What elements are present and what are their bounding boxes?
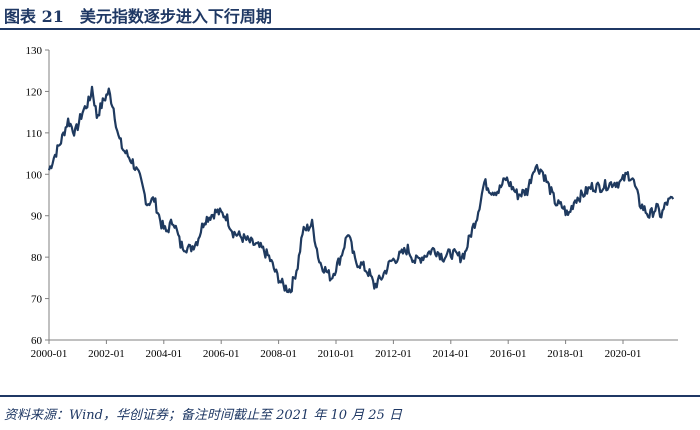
figure-title: 图表 21 美元指数逐步进入下行周期	[4, 7, 272, 26]
y-axis: 60 70 80 90 100 110 120 130	[26, 45, 50, 347]
y-tick-label: 110	[26, 128, 43, 140]
x-tick-label: 2002-01	[88, 348, 125, 360]
source-note: 资料来源：Wind，华创证券；备注时间截止至 2021 年 10 月 25 日	[4, 408, 402, 423]
x-tick-label: 2008-01	[260, 348, 297, 360]
x-tick-label: 2014-01	[432, 348, 469, 360]
x-tick-label: 2006-01	[203, 348, 240, 360]
y-tick-label: 70	[31, 294, 43, 306]
footer-divider	[0, 395, 700, 397]
y-tick-label: 130	[26, 45, 43, 57]
x-tick-label: 2020-01	[605, 348, 642, 360]
y-tick-label: 100	[26, 169, 43, 181]
y-tick-label: 120	[26, 86, 43, 98]
x-tick-label: 2004-01	[145, 348, 182, 360]
x-tick-label: 2000-01	[31, 348, 68, 360]
dollar-index-series-line	[47, 85, 675, 294]
y-tick-label: 90	[31, 211, 43, 223]
plot-area	[47, 85, 675, 294]
x-axis: 2000-01 2002-01 2004-01 2006-01 2008-01 2010-…	[31, 339, 678, 360]
x-tick-label: 2016-01	[490, 348, 527, 360]
figure-title-bar: 图表 21 美元指数逐步进入下行周期	[0, 0, 700, 30]
y-tick-label: 80	[31, 252, 43, 264]
x-tick-label: 2018-01	[547, 348, 584, 360]
y-tick-label: 60	[31, 335, 43, 347]
x-tick-label: 2012-01	[375, 348, 412, 360]
x-tick-label: 2010-01	[318, 348, 355, 360]
